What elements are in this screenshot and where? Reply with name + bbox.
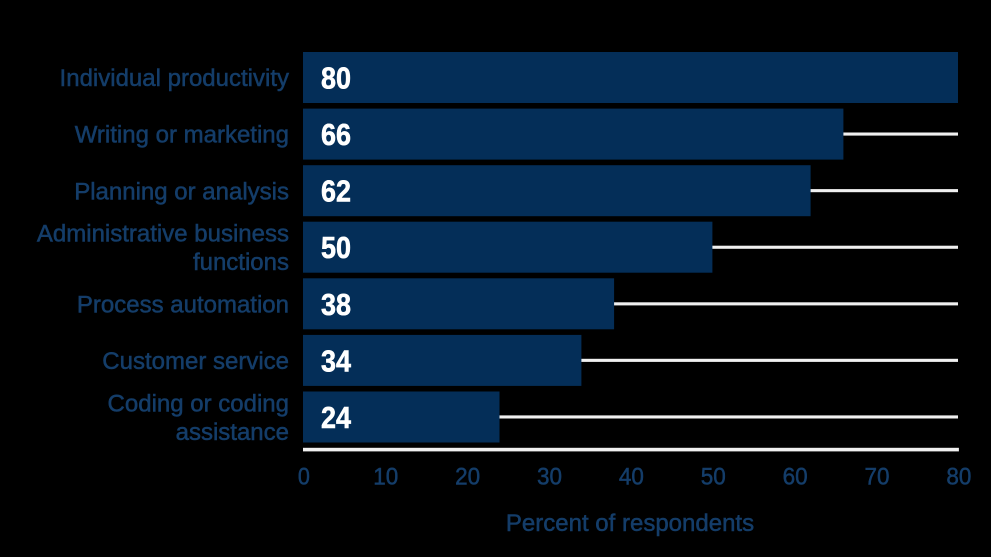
- svg-text:66: 66: [321, 117, 351, 152]
- svg-text:assistance: assistance: [176, 419, 289, 446]
- svg-text:80: 80: [321, 61, 351, 96]
- svg-text:50: 50: [701, 464, 726, 491]
- svg-text:34: 34: [321, 343, 352, 378]
- svg-text:80: 80: [946, 464, 971, 491]
- svg-text:10: 10: [373, 464, 398, 491]
- svg-text:Percent of respondents: Percent of respondents: [506, 510, 754, 537]
- svg-text:30: 30: [537, 464, 562, 491]
- svg-text:Administrative business: Administrative business: [37, 221, 289, 248]
- svg-text:24: 24: [321, 400, 352, 435]
- svg-text:20: 20: [455, 464, 480, 491]
- svg-text:Customer service: Customer service: [102, 348, 289, 375]
- svg-text:70: 70: [865, 464, 890, 491]
- svg-text:Process automation: Process automation: [77, 291, 289, 318]
- svg-text:functions: functions: [193, 249, 289, 276]
- svg-text:Writing or marketing: Writing or marketing: [75, 122, 289, 149]
- svg-text:0: 0: [298, 464, 310, 491]
- svg-text:Planning or analysis: Planning or analysis: [74, 178, 289, 205]
- svg-text:Coding or coding: Coding or coding: [108, 390, 289, 417]
- svg-text:Individual productivity: Individual productivity: [60, 65, 289, 92]
- svg-text:40: 40: [619, 464, 644, 491]
- svg-text:50: 50: [321, 230, 351, 265]
- svg-text:62: 62: [321, 174, 351, 209]
- svg-text:38: 38: [321, 287, 351, 322]
- svg-text:60: 60: [783, 464, 808, 491]
